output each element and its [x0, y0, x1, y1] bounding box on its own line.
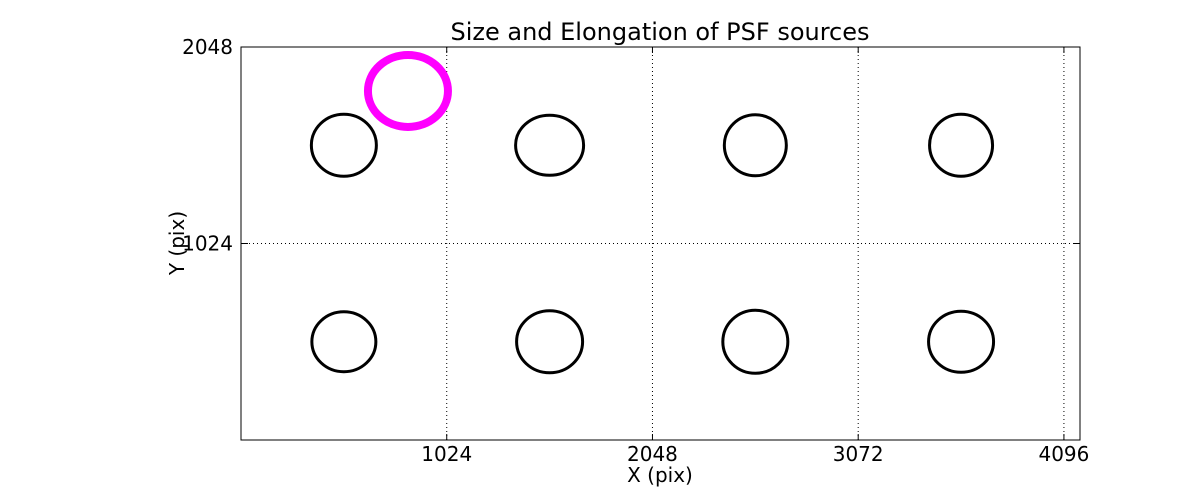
psf-source-ellipse-4 [310, 310, 378, 374]
x-tick-label-3072: 3072 [833, 442, 884, 466]
grid-layer [241, 47, 1080, 440]
x-tick-label-4096: 4096 [1038, 442, 1089, 466]
axes-frame [240, 46, 1081, 441]
psf-source-ellipse-7 [927, 309, 996, 374]
x-tick-label-1024: 1024 [421, 442, 472, 466]
source-layer [309, 50, 996, 375]
x-axis-label: X (pix) [627, 463, 693, 487]
y-tick-label-2048: 2048 [182, 35, 233, 59]
x-tick-label-2048: 2048 [627, 442, 678, 466]
tick-layer: 1024 2048 3072 4096 1024 2048 [182, 35, 1089, 466]
chart-title: Size and Elongation of PSF sources [450, 18, 869, 46]
psf-source-ellipse-5 [515, 309, 585, 375]
psf-source-ellipse-0 [309, 112, 378, 178]
y-axis-label: Y (pix) [165, 211, 189, 276]
y-tick-label-1024: 1024 [182, 232, 233, 256]
psf-source-ellipse-3 [928, 112, 995, 178]
psf-source-ellipse-2 [722, 113, 788, 178]
psf-source-ellipse-6 [721, 308, 790, 375]
flagged-source-ellipse-8 [363, 50, 452, 131]
psf-source-ellipse-1 [514, 113, 586, 177]
